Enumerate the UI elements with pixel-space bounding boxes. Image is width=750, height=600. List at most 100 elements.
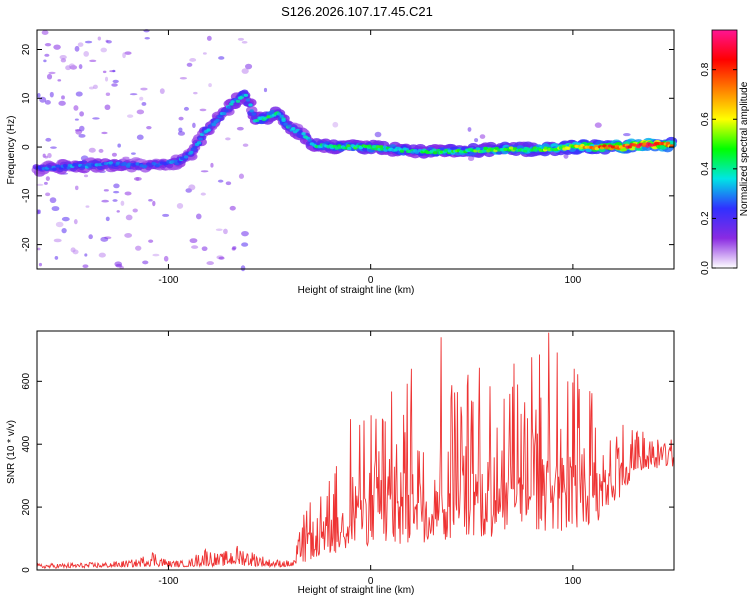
heatmap-cell (45, 176, 50, 181)
heatmap-cell (37, 93, 41, 98)
heatmap-cell (92, 117, 100, 120)
spectrogram-y-tick-label: 20 (21, 44, 32, 56)
colorbar-gradient (711, 29, 738, 269)
heatmap-cell (230, 100, 235, 104)
heatmap-cell (236, 126, 244, 131)
spectrogram-y-axis-label: Frequency (Hz) (6, 116, 17, 185)
heatmap-cell (367, 144, 372, 148)
heatmap-cell (183, 155, 189, 159)
heatmap-cell (374, 131, 382, 138)
heatmap-cell (53, 238, 62, 243)
heatmap-cell (105, 216, 110, 222)
heatmap-cell (116, 210, 120, 213)
heatmap-cell (135, 245, 142, 251)
heatmap-cell (45, 137, 52, 142)
heatmap-cell (113, 183, 120, 189)
heatmap-cell (115, 263, 123, 268)
heatmap-cell (208, 83, 212, 88)
heatmap-cell (242, 143, 249, 147)
heatmap-cell (61, 95, 65, 100)
heatmap-cell (467, 155, 475, 162)
heatmap-cell (100, 236, 109, 242)
heatmap-cell (298, 130, 303, 134)
heatmap-cell (101, 131, 108, 135)
heatmap-cell (347, 146, 352, 151)
snr-y-ticks: 0 200 400 600 (21, 373, 674, 573)
heatmap-cell (223, 228, 228, 235)
heatmap-cell (132, 208, 138, 213)
heatmap-cell (98, 252, 106, 258)
heatmap-cell (179, 77, 188, 80)
heatmap-cell (201, 246, 208, 251)
heatmap-cell (241, 242, 249, 247)
heatmap-cell (108, 161, 114, 165)
heatmap-cell (49, 91, 54, 98)
colorbar-tick-label: 0.4 (700, 161, 711, 175)
heatmap-cell (148, 239, 154, 243)
heatmap-cell (44, 155, 49, 159)
heatmap-cell (642, 142, 647, 146)
heatmap-cell (199, 108, 207, 112)
spectrogram-x-tick-label: -100 (158, 275, 178, 286)
heatmap-cell (623, 133, 631, 137)
heatmap-cell (146, 126, 152, 130)
snr-y-tick-label: 0 (21, 567, 32, 573)
heatmap-cell (251, 112, 256, 116)
heatmap-cell (143, 164, 148, 168)
heatmap-cell (79, 125, 85, 132)
heatmap-cell (162, 213, 170, 217)
heatmap-cell (112, 79, 119, 84)
heatmap-cell (89, 59, 97, 63)
heatmap-cell (217, 179, 224, 183)
heatmap-cell (75, 185, 79, 191)
heatmap-cell (45, 192, 51, 197)
heatmap-cell (55, 221, 64, 228)
snr-x-axis-label: Height of straight line (km) (298, 585, 415, 596)
heatmap-cell (206, 35, 212, 41)
heatmap-cell (129, 93, 138, 96)
heatmap-cell (104, 104, 111, 111)
heatmap-cell (237, 37, 245, 41)
heatmap-cell (98, 148, 104, 153)
heatmap-cell (206, 128, 211, 132)
heatmap-cell (188, 184, 196, 191)
snr-frame (36, 330, 675, 571)
heatmap-cells (31, 29, 678, 272)
heatmap-cell (124, 233, 133, 238)
heatmap-cell (196, 141, 202, 145)
heatmap-cell (287, 124, 292, 128)
heatmap-cell (88, 147, 96, 153)
heatmap-cell (200, 170, 209, 173)
spectrogram-y-tick-label: -10 (21, 188, 32, 203)
heatmap-cell (73, 105, 79, 111)
heatmap-cell (51, 206, 60, 212)
heatmap-cell (665, 141, 671, 145)
heatmap-cell (186, 62, 193, 67)
heatmap-cell (176, 203, 184, 209)
heatmap-cell (195, 213, 202, 220)
heatmap-cell (72, 249, 79, 255)
heatmap-cell (61, 227, 67, 234)
heatmap-cell (43, 59, 47, 63)
heatmap-cell (248, 103, 253, 107)
heatmap-cell (346, 144, 351, 148)
heatmap-cell (436, 148, 441, 153)
heatmap-cell (127, 114, 134, 118)
heatmap-cell (307, 138, 312, 142)
heatmap-cell (152, 253, 160, 257)
heatmap-cell (85, 205, 90, 208)
heatmap-cell (140, 87, 148, 91)
heatmap-cell (332, 121, 339, 128)
heatmap-cell (46, 73, 53, 80)
heatmap-cell (226, 105, 232, 110)
heatmap-cell (189, 58, 197, 62)
heatmap-cell (279, 114, 284, 118)
heatmap-cell (77, 42, 84, 47)
heatmap-cell (202, 52, 207, 55)
heatmap-cell (225, 137, 231, 141)
heatmap-cell (241, 68, 249, 74)
heatmap-cell (200, 192, 206, 196)
heatmap-cell (111, 152, 117, 157)
heatmap-cell (543, 146, 548, 150)
